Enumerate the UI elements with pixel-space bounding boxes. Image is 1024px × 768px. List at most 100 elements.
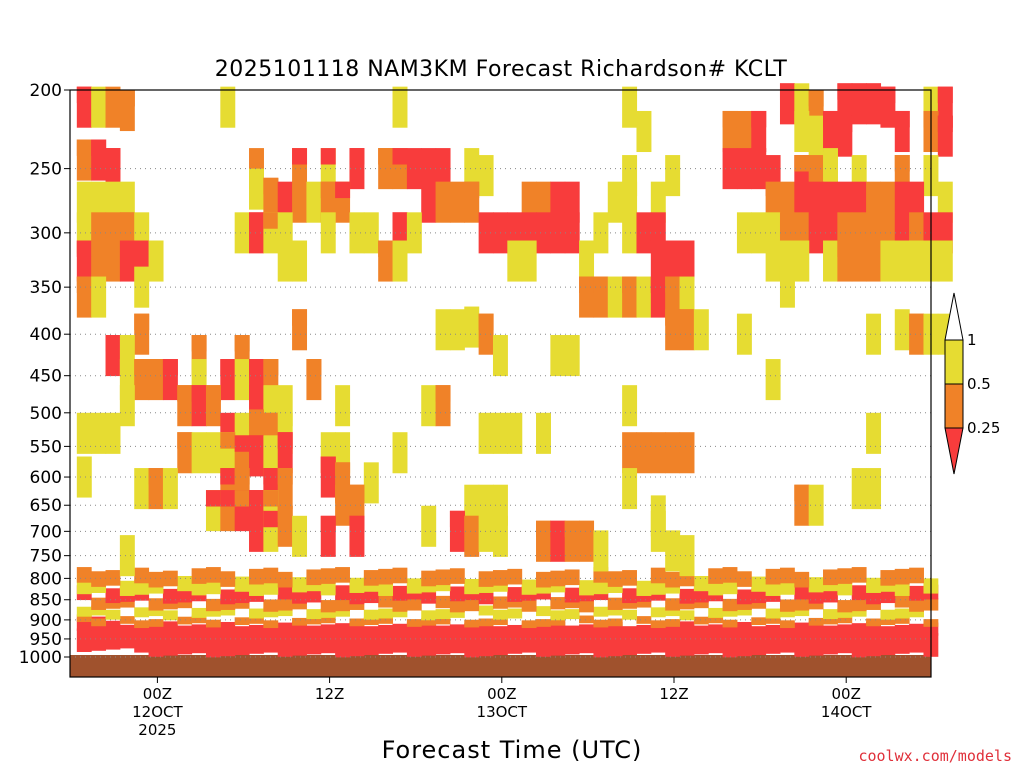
ri-cell xyxy=(622,626,637,640)
ri-cell xyxy=(837,624,853,638)
ri-cell xyxy=(837,615,853,624)
ri-cell xyxy=(205,578,221,595)
ri-cell xyxy=(363,212,379,254)
ri-cell xyxy=(306,609,322,620)
ri-cell xyxy=(622,385,638,427)
ri-cell xyxy=(636,110,652,153)
ri-cell xyxy=(292,632,307,656)
ri-cell xyxy=(378,148,394,165)
ri-cell xyxy=(277,606,293,617)
x-tick-label: 12Z xyxy=(315,685,344,703)
ri-cell xyxy=(292,181,308,223)
ri-cell xyxy=(650,432,666,474)
ri-cell xyxy=(349,618,365,627)
ri-cell xyxy=(765,608,781,619)
ri-cell xyxy=(335,633,350,658)
ri-cell xyxy=(277,240,293,282)
ri-cell xyxy=(335,585,350,601)
boundary-layer-band xyxy=(91,595,939,613)
ri-cell xyxy=(736,605,752,616)
ri-cell xyxy=(263,579,279,595)
ri-cell xyxy=(765,568,781,585)
ri-cell xyxy=(507,587,523,602)
ri-cell xyxy=(751,110,767,128)
ri-cell xyxy=(119,385,135,427)
ri-cell xyxy=(650,607,666,618)
ri-cell xyxy=(191,580,207,596)
ri-cell xyxy=(507,412,523,454)
ri-cell xyxy=(636,580,652,596)
ri-cell xyxy=(851,623,867,637)
ri-cell xyxy=(478,412,494,454)
ri-cell xyxy=(708,607,724,618)
ri-cell xyxy=(249,212,264,229)
ri-cell xyxy=(363,588,379,604)
ri-cell xyxy=(335,462,351,479)
ri-cell xyxy=(320,580,336,596)
ri-cell xyxy=(909,567,924,584)
ground-layer xyxy=(70,655,931,677)
ri-cell xyxy=(363,462,379,504)
ri-cell xyxy=(177,616,193,625)
ri-cell xyxy=(105,609,121,620)
ri-cell xyxy=(880,609,896,620)
ri-cell xyxy=(722,567,738,583)
ri-cell xyxy=(823,569,838,586)
ri-cell xyxy=(866,632,881,657)
ri-cell xyxy=(162,621,178,635)
y-tick-label: 550 xyxy=(30,437,62,457)
ri-cell xyxy=(435,595,451,609)
ri-cell xyxy=(349,577,365,593)
ri-cell xyxy=(191,568,207,584)
y-tick-label: 700 xyxy=(30,522,62,542)
ri-cell xyxy=(105,240,121,282)
ri-cell xyxy=(851,83,867,100)
colorbar-bin-below-0.25 xyxy=(944,427,964,475)
ri-cell xyxy=(435,309,451,351)
ri-cell xyxy=(464,578,480,595)
ri-cell xyxy=(234,576,250,592)
ri-cell xyxy=(607,632,623,657)
ri-cell xyxy=(263,490,279,507)
ri-cell xyxy=(894,155,910,172)
ri-cell xyxy=(277,598,293,611)
ri-cell xyxy=(349,632,365,657)
ri-cell xyxy=(536,520,551,538)
ri-cell xyxy=(808,577,824,593)
ri-cell xyxy=(636,212,652,254)
ri-cell xyxy=(622,276,638,293)
ri-cell xyxy=(765,580,781,596)
ri-cell xyxy=(636,432,652,474)
ri-cell xyxy=(550,610,566,621)
ri-cell xyxy=(277,468,293,485)
ri-cell xyxy=(91,618,107,627)
y-tick-label: 200 xyxy=(30,81,62,101)
ri-cell xyxy=(779,567,795,584)
ri-cell xyxy=(779,83,795,100)
gridlines xyxy=(70,168,931,658)
ri-cell xyxy=(449,607,465,618)
colorbar: 1 0.5 0.25 xyxy=(944,292,1000,475)
ri-cell xyxy=(579,520,595,538)
ri-cell xyxy=(392,212,408,229)
ri-cell xyxy=(679,309,695,326)
y-tick-label: 850 xyxy=(30,591,62,611)
ri-cell xyxy=(794,606,810,617)
boundary-layer-band xyxy=(76,567,924,588)
ri-cell xyxy=(636,276,652,318)
ri-cell xyxy=(564,212,580,254)
ri-cell xyxy=(636,624,652,639)
ri-cell xyxy=(507,240,523,282)
ri-cell xyxy=(263,412,279,430)
ri-cell xyxy=(521,620,537,629)
ri-cell xyxy=(650,579,666,595)
ri-cell xyxy=(765,240,781,282)
ri-cell xyxy=(349,212,365,254)
ri-cell xyxy=(937,86,953,104)
ri-cell xyxy=(363,626,379,640)
x-tick-label: 13OCT xyxy=(477,703,528,721)
ri-cell xyxy=(421,148,437,190)
ri-cell xyxy=(665,530,681,572)
ri-cell xyxy=(392,432,408,474)
